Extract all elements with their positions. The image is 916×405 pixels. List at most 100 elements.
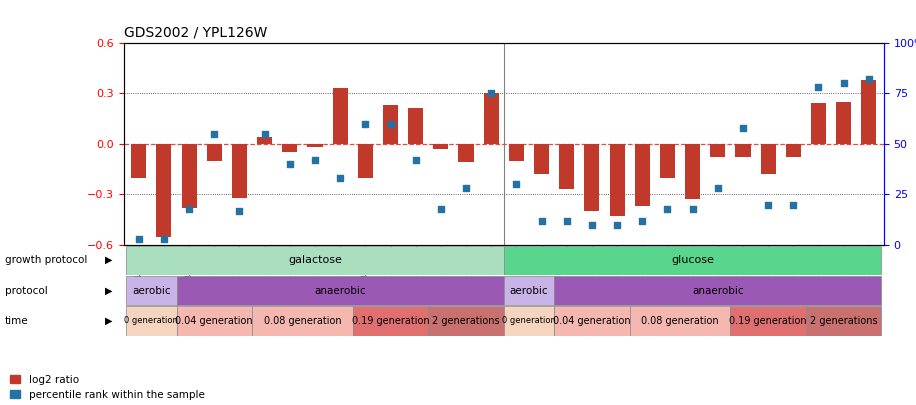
Text: 0.04 generation: 0.04 generation <box>176 316 253 326</box>
Bar <box>534 144 549 174</box>
Point <box>181 205 196 212</box>
Point <box>484 90 498 96</box>
Bar <box>257 137 272 144</box>
Bar <box>554 276 881 305</box>
Point <box>282 161 297 167</box>
Text: ▶: ▶ <box>105 255 113 265</box>
Text: 0.19 generation: 0.19 generation <box>729 316 807 326</box>
Bar <box>861 80 877 144</box>
Point <box>761 201 776 208</box>
Text: 0.08 generation: 0.08 generation <box>641 316 719 326</box>
Bar <box>353 306 429 335</box>
Bar <box>433 144 449 149</box>
Text: galactose: galactose <box>288 255 342 265</box>
Bar <box>181 144 197 208</box>
Point <box>660 205 675 212</box>
Text: aerobic: aerobic <box>509 286 549 296</box>
Bar <box>232 144 247 198</box>
Bar <box>685 144 700 199</box>
Bar <box>282 144 298 152</box>
Point <box>786 201 801 208</box>
Bar <box>131 144 147 177</box>
Text: 0 generation: 0 generation <box>125 316 179 326</box>
Bar <box>177 306 252 335</box>
Text: anaerobic: anaerobic <box>314 286 366 296</box>
Text: 0.04 generation: 0.04 generation <box>553 316 631 326</box>
Point <box>711 185 725 192</box>
Point <box>584 222 599 228</box>
Point <box>812 84 826 90</box>
Point <box>409 157 423 163</box>
Bar <box>584 144 599 211</box>
Point <box>685 205 700 212</box>
Point <box>635 217 649 224</box>
Point <box>433 205 448 212</box>
Point <box>232 207 246 214</box>
Bar <box>157 144 171 237</box>
Point <box>157 236 171 242</box>
Bar <box>710 144 725 157</box>
Text: ▶: ▶ <box>105 316 113 326</box>
Bar <box>484 93 499 144</box>
Point <box>383 120 398 127</box>
Point <box>509 181 524 188</box>
Point <box>333 175 347 181</box>
Bar <box>358 144 373 177</box>
Text: 0.19 generation: 0.19 generation <box>352 316 430 326</box>
Bar <box>609 144 625 216</box>
Bar <box>429 306 504 335</box>
Point <box>560 217 574 224</box>
Bar <box>660 144 675 177</box>
Bar <box>126 276 177 305</box>
Bar <box>559 144 574 189</box>
Bar <box>252 306 353 335</box>
Text: ▶: ▶ <box>105 286 113 296</box>
Point <box>736 124 750 131</box>
Text: 0 generation: 0 generation <box>502 316 556 326</box>
Text: 2 generations: 2 generations <box>432 316 500 326</box>
Bar <box>409 108 423 144</box>
Bar <box>504 306 554 335</box>
Text: 2 generations: 2 generations <box>810 316 878 326</box>
Bar <box>383 105 398 144</box>
Bar <box>459 144 474 162</box>
Text: GDS2002 / YPL126W: GDS2002 / YPL126W <box>124 26 267 40</box>
Bar <box>635 144 649 206</box>
Point <box>836 80 851 86</box>
Point <box>459 185 474 192</box>
Bar <box>806 306 881 335</box>
Text: aerobic: aerobic <box>132 286 170 296</box>
Point <box>131 236 146 242</box>
Bar <box>126 306 177 335</box>
Bar <box>836 102 851 144</box>
Bar <box>177 276 504 305</box>
Bar <box>811 103 826 144</box>
Text: anaerobic: anaerobic <box>692 286 744 296</box>
Text: growth protocol: growth protocol <box>5 255 87 265</box>
Point <box>308 157 322 163</box>
Text: 0.08 generation: 0.08 generation <box>264 316 342 326</box>
Point <box>534 217 549 224</box>
Point <box>610 222 625 228</box>
Bar <box>786 144 801 157</box>
Bar <box>126 245 504 275</box>
Bar <box>333 88 348 144</box>
Bar <box>504 276 554 305</box>
Bar <box>308 144 322 147</box>
Bar <box>207 144 222 161</box>
Bar <box>629 306 730 335</box>
Bar <box>760 144 776 174</box>
Point <box>862 76 877 82</box>
Bar <box>508 144 524 161</box>
Point <box>257 130 272 137</box>
Bar <box>730 306 806 335</box>
Text: time: time <box>5 316 28 326</box>
Bar <box>736 144 750 157</box>
Bar <box>554 306 629 335</box>
Legend: log2 ratio, percentile rank within the sample: log2 ratio, percentile rank within the s… <box>10 375 204 400</box>
Point <box>207 130 222 137</box>
Point <box>358 120 373 127</box>
Bar <box>504 245 881 275</box>
Text: protocol: protocol <box>5 286 48 296</box>
Text: glucose: glucose <box>671 255 714 265</box>
